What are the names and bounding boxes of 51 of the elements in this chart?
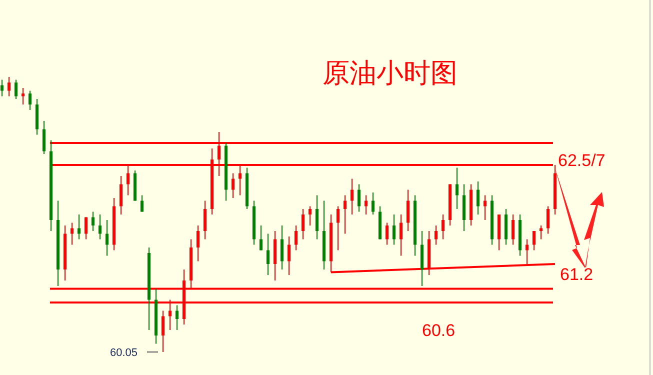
candlestick — [400, 214, 402, 256]
candlestick — [546, 206, 550, 234]
candlestick — [392, 214, 396, 246]
candlestick — [70, 222, 74, 246]
candlestick — [288, 236, 290, 276]
candlestick — [266, 233, 270, 276]
candlestick — [140, 194, 144, 212]
annotation: 60.6 — [422, 321, 456, 340]
candlestick — [84, 216, 88, 240]
candlestick — [42, 120, 46, 154]
candlestick — [162, 310, 164, 352]
candlestick — [232, 172, 234, 198]
candlestick — [106, 220, 108, 256]
candlestick — [386, 222, 388, 246]
candlestick — [22, 88, 24, 105]
candlestick — [92, 211, 94, 232]
candlestick — [540, 225, 542, 240]
candlestick — [336, 206, 340, 251]
annotation: 62.5/7 — [558, 151, 606, 170]
candlestick — [0, 79, 4, 97]
candlestick — [344, 194, 346, 234]
annotation: 60.05 — [110, 347, 138, 359]
candlestick — [316, 194, 318, 240]
candlestick — [14, 79, 18, 100]
candlestick — [532, 230, 536, 251]
candlestick — [512, 214, 514, 246]
candlestick — [280, 225, 284, 270]
candlestick — [476, 181, 480, 215]
candlestick — [176, 304, 178, 330]
candlestick — [196, 225, 200, 262]
text: 61.2 — [560, 265, 594, 284]
candlestick — [308, 206, 312, 226]
candlestick — [8, 76, 10, 97]
candlestick — [484, 194, 486, 220]
candlestick — [78, 214, 80, 240]
candlestick — [358, 184, 360, 212]
candlestick — [456, 167, 458, 210]
candlestick — [260, 225, 262, 251]
candlestick — [364, 194, 368, 215]
candlestick — [204, 200, 206, 240]
candlestick — [442, 214, 444, 240]
candlestick — [302, 208, 304, 240]
candlestick — [406, 189, 410, 232]
chart-title: 原油小时图 — [322, 58, 458, 88]
candlestick — [28, 90, 32, 110]
candlestick — [98, 214, 102, 240]
candlestick — [350, 178, 354, 215]
candlestick — [294, 225, 298, 251]
candlestick — [120, 176, 122, 215]
candlestick — [434, 225, 438, 246]
candlestick — [372, 192, 374, 215]
